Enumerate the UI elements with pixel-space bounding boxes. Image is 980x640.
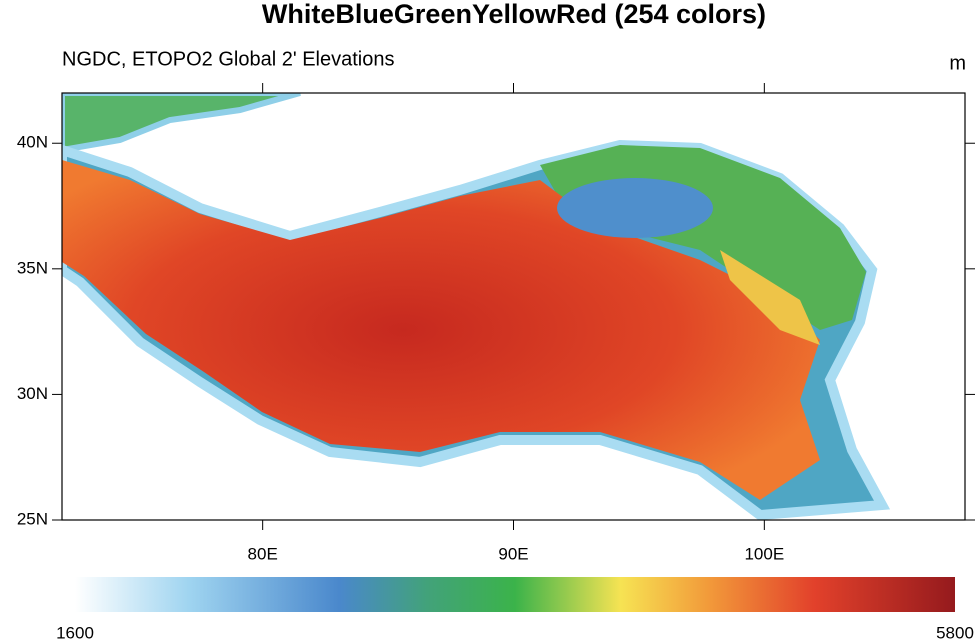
y-tick-label: 35N xyxy=(17,258,48,277)
elevation-map xyxy=(62,93,891,520)
y-tick-label: 25N xyxy=(17,509,48,528)
colorbar-max-label: 5800 xyxy=(936,623,974,640)
x-tick-label: 80E xyxy=(248,544,278,563)
subtitle: NGDC, ETOPO2 Global 2' Elevations xyxy=(62,48,394,70)
title: WhiteBlueGreenYellowRed (254 colors) xyxy=(262,0,766,29)
x-tick-label: 90E xyxy=(498,544,528,563)
y-tick-label: 30N xyxy=(17,384,48,403)
y-tick-label: 40N xyxy=(17,133,48,152)
x-tick-label: 100E xyxy=(744,544,784,563)
colorbar xyxy=(75,577,955,612)
colorbar-min-label: 1600 xyxy=(56,623,94,640)
units: m xyxy=(949,52,966,74)
